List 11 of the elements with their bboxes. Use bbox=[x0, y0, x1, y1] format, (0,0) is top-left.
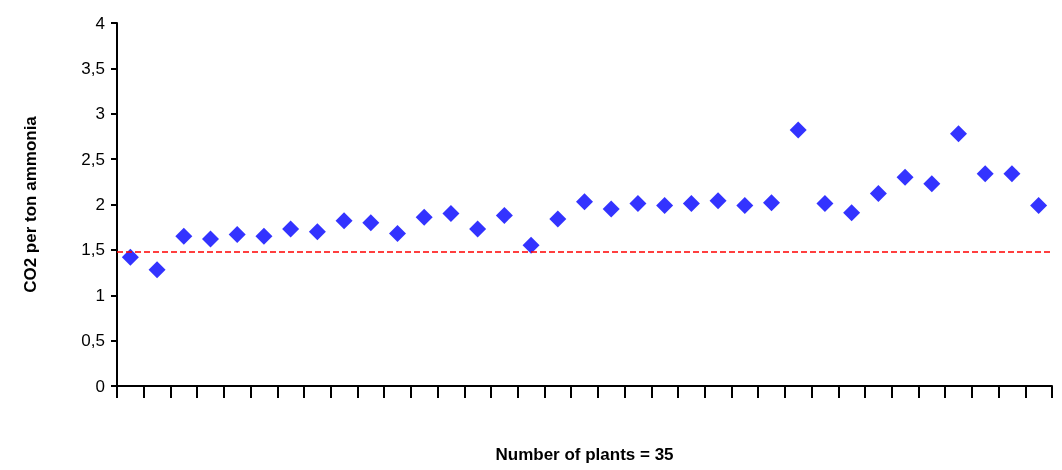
y-tick-label: 4 bbox=[95, 13, 105, 33]
y-tick-label: 3 bbox=[95, 104, 105, 124]
y-axis-title: CO2 per ton ammonia bbox=[21, 115, 40, 293]
y-tick-label: 3,5 bbox=[81, 58, 105, 78]
x-axis-title: Number of plants = 35 bbox=[495, 445, 674, 464]
y-tick-label: 0,5 bbox=[81, 331, 105, 351]
y-tick-label: 0 bbox=[95, 376, 105, 396]
y-tick-label: 1 bbox=[95, 285, 105, 305]
y-tick-label: 2 bbox=[95, 195, 105, 214]
y-tick-label: 1,5 bbox=[81, 240, 105, 260]
y-tick-label: 2,5 bbox=[81, 149, 105, 169]
